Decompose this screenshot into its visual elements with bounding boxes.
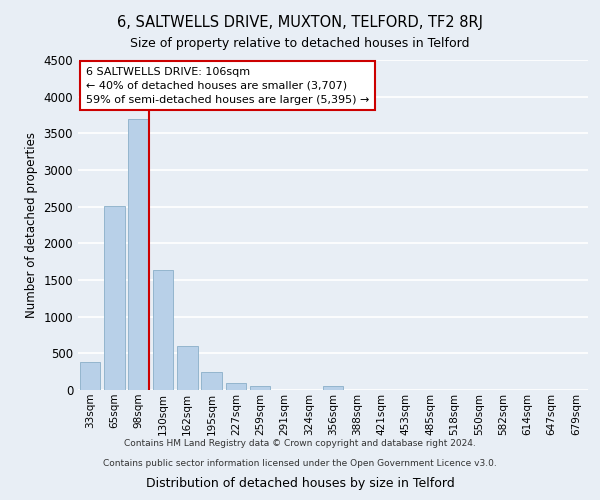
- Text: 6 SALTWELLS DRIVE: 106sqm
← 40% of detached houses are smaller (3,707)
59% of se: 6 SALTWELLS DRIVE: 106sqm ← 40% of detac…: [86, 66, 369, 104]
- Text: Contains HM Land Registry data © Crown copyright and database right 2024.: Contains HM Land Registry data © Crown c…: [124, 438, 476, 448]
- Text: Distribution of detached houses by size in Telford: Distribution of detached houses by size …: [146, 477, 454, 490]
- Bar: [80, 362, 100, 390]
- Bar: [104, 206, 125, 390]
- Text: Size of property relative to detached houses in Telford: Size of property relative to detached ho…: [130, 38, 470, 51]
- Bar: [226, 383, 246, 390]
- Bar: [152, 270, 173, 390]
- Bar: [250, 386, 271, 390]
- Bar: [177, 346, 197, 390]
- Text: Contains public sector information licensed under the Open Government Licence v3: Contains public sector information licen…: [103, 458, 497, 468]
- Bar: [323, 386, 343, 390]
- Bar: [128, 118, 149, 390]
- Text: 6, SALTWELLS DRIVE, MUXTON, TELFORD, TF2 8RJ: 6, SALTWELLS DRIVE, MUXTON, TELFORD, TF2…: [117, 15, 483, 30]
- Bar: [201, 372, 222, 390]
- Y-axis label: Number of detached properties: Number of detached properties: [25, 132, 38, 318]
